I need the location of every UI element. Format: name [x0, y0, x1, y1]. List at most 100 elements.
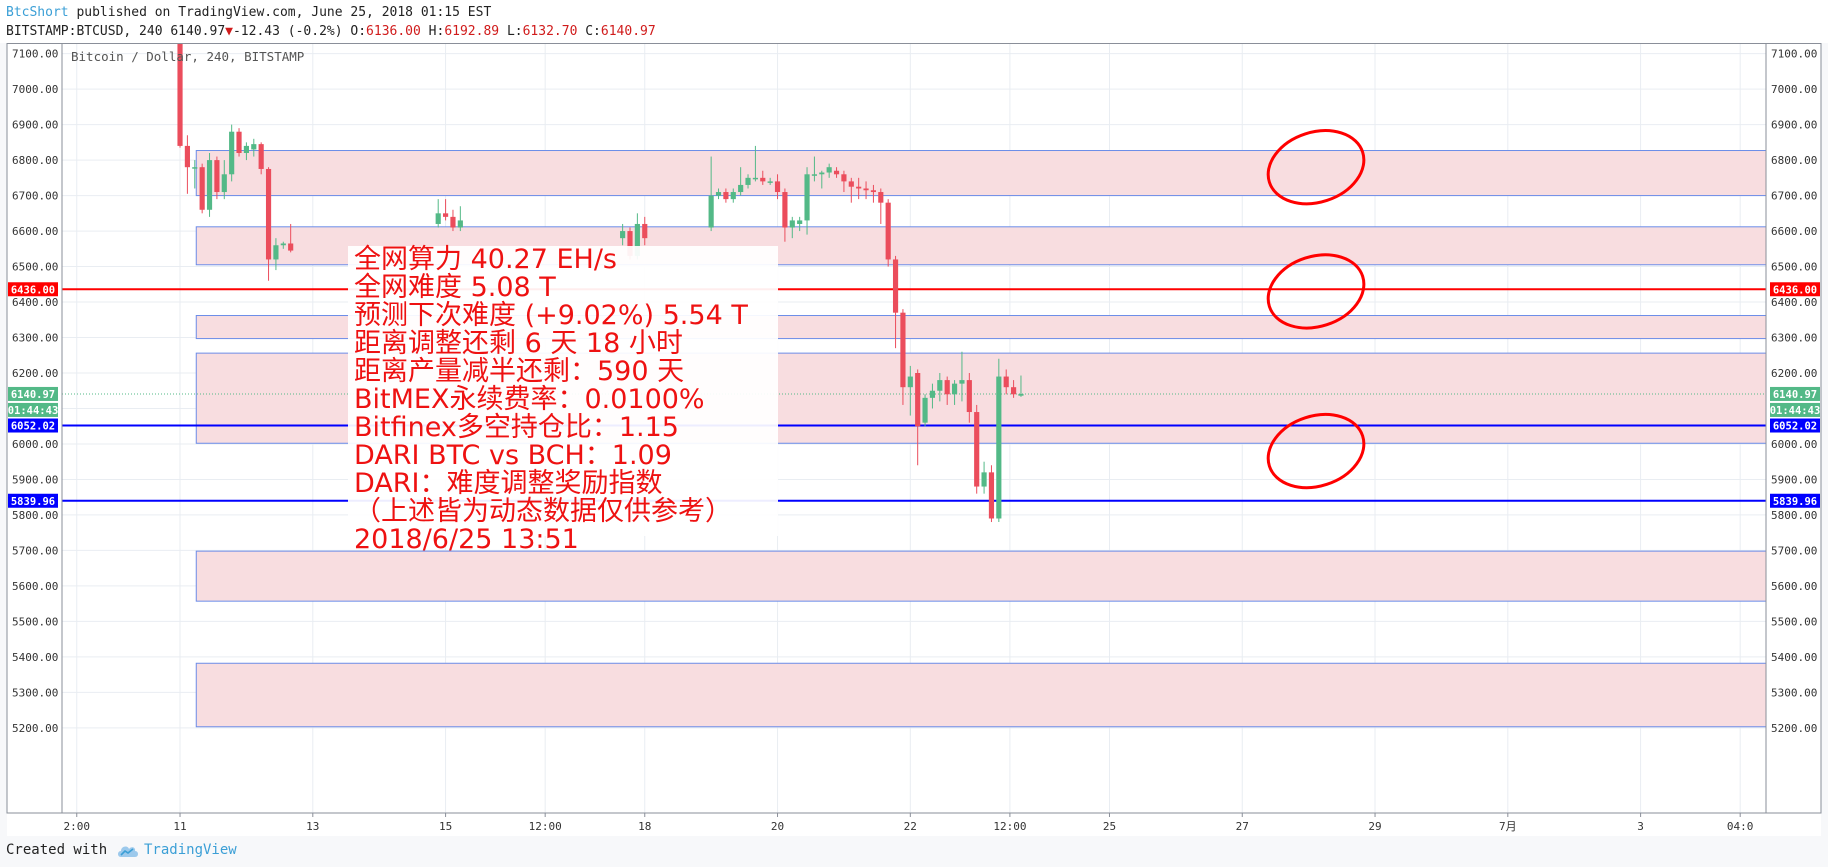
- annotation-line: DARI：难度调整奖励指数: [354, 468, 663, 499]
- annotation-line: 全网算力 40.27 EH/s: [354, 244, 617, 275]
- y-tick-label-right: 6900.00: [1771, 119, 1817, 132]
- y-tick-label-right: 6300.00: [1771, 332, 1817, 345]
- author-link[interactable]: BtcShort: [6, 5, 69, 20]
- candle-body: [206, 160, 213, 210]
- bar-timer-tag-left-bg: [8, 402, 58, 417]
- time-axis[interactable]: 2:00 11 13 15 12:00 18 20 22 12:00 25 27 29 7月 3 04:0: [64, 813, 1754, 833]
- chart-title: Bitcoin / Dollar, 240, BITSTAMP: [71, 49, 304, 64]
- candle-body: [620, 231, 626, 239]
- candle-body: [907, 376, 913, 388]
- y-tick-label-right: 6200.00: [1771, 367, 1817, 380]
- candle-body: [1011, 387, 1017, 395]
- y-tick-label-right: 6000.00: [1771, 438, 1817, 451]
- y-tick-label-left: 6500.00: [12, 261, 58, 274]
- footer: Created with TradingView: [0, 836, 1828, 867]
- symbol-text: BITSTAMP:BTCUSD, 240 6140.97: [6, 24, 226, 39]
- y-tick-label-right: 5700.00: [1771, 544, 1817, 557]
- candle-body: [251, 144, 257, 150]
- candle-body: [900, 312, 906, 388]
- high-label: H:: [420, 24, 445, 39]
- y-tick-label-left: 5700.00: [12, 544, 58, 557]
- candle-body: [199, 167, 205, 210]
- candle-body: [1003, 376, 1009, 388]
- x-tick-label: 7月: [1499, 820, 1517, 833]
- candle-body: [723, 192, 729, 200]
- bar-timer-tag-right-bg: [1770, 402, 1820, 417]
- y-tick-label-left: 6600.00: [12, 225, 58, 238]
- y-tick-label-right: 6500.00: [1771, 261, 1817, 274]
- candle-body: [177, 43, 183, 146]
- candle-body: [760, 177, 766, 182]
- candle-body: [738, 184, 744, 193]
- candle-body: [265, 168, 272, 260]
- chart-header: BtcShort published on TradingView.com, J…: [0, 0, 1828, 43]
- level-tag-right-text: 6052.02: [1773, 421, 1817, 433]
- candle-body: [745, 177, 751, 185]
- candle-body: [774, 181, 781, 193]
- y-tick-label-left: 5300.00: [12, 686, 58, 699]
- candle-body: [826, 167, 832, 173]
- x-tick-label: 12:00: [993, 820, 1026, 833]
- tradingview-brand-link[interactable]: TradingView: [144, 842, 237, 858]
- candle-body: [221, 174, 227, 193]
- annotation-line: 预测下次难度 (+9.02%) 5.54 T: [354, 300, 748, 331]
- price-chart[interactable]: 5200.00 5200.00 5300.00 5300.00 5400.00 5400.…: [0, 43, 1828, 836]
- level-tag-right-bg: [1770, 418, 1820, 433]
- candle-body: [848, 181, 854, 187]
- y-tick-label-right: 6700.00: [1771, 190, 1817, 203]
- candle-body: [730, 192, 736, 200]
- price-zone: [195, 662, 1767, 728]
- y-tick-label-right: 7100.00: [1771, 48, 1817, 61]
- y-tick-label-right: 7000.00: [1771, 83, 1817, 96]
- open-label: O:: [342, 24, 367, 39]
- y-tick-label-right: 5400.00: [1771, 651, 1817, 664]
- x-tick-label: 29: [1368, 820, 1381, 833]
- candle-body: [1018, 393, 1024, 396]
- price-axis[interactable]: 5200.00 5200.00 5300.00 5300.00 5400.00 5400.…: [12, 48, 1817, 735]
- y-tick-label-right: 6600.00: [1771, 225, 1817, 238]
- bar-timer-tag-left-text: 01:44:43: [8, 405, 59, 417]
- candle-body: [288, 243, 294, 251]
- candle-body: [258, 144, 264, 169]
- x-tick-label: 2:00: [64, 820, 91, 833]
- level-tag-right-text: 5839.96: [1773, 496, 1817, 508]
- annotation-box: 全网算力 40.27 EH/s 全网难度 5.08 T 预测下次难度 (+9.02%…: [348, 244, 778, 554]
- candle-body: [944, 380, 950, 395]
- candle-body: [627, 231, 633, 256]
- y-tick-label-left: 5800.00: [12, 509, 58, 522]
- candle-body: [959, 380, 965, 384]
- level-tag-left-text: 6436.00: [11, 284, 55, 296]
- y-tick-label-left: 6700.00: [12, 190, 58, 203]
- candle-body: [782, 192, 788, 228]
- level-tag-right-bg: [1770, 493, 1820, 508]
- annotation-line: Bitfinex多空持仓比：1.15: [354, 412, 679, 443]
- last-price-tag-right-text: 6140.97: [1773, 389, 1817, 401]
- candle-body: [981, 472, 987, 487]
- candle-body: [915, 373, 921, 427]
- y-tick-label-right: 5500.00: [1771, 615, 1817, 628]
- last-price-tag-left-text: 6140.97: [11, 389, 55, 401]
- level-tag-right-bg: [1770, 282, 1820, 297]
- annotation-line: 距离调整还剩 6 天 18 小时: [354, 328, 683, 359]
- annotation-line: 距离产量减半还剩：590 天: [354, 356, 685, 387]
- y-tick-label-right: 6800.00: [1771, 154, 1817, 167]
- x-tick-label: 04:0: [1727, 820, 1754, 833]
- publish-info: BtcShort published on TradingView.com, J…: [6, 5, 491, 20]
- candle-body: [951, 383, 958, 395]
- candle-body: [435, 213, 441, 224]
- candle-body: [192, 167, 198, 169]
- candle-body: [797, 220, 803, 224]
- candle-body: [450, 216, 456, 228]
- bar-timer-tag-right-text: 01:44:43: [1770, 405, 1821, 417]
- close-value: 6140.97: [600, 24, 656, 39]
- change-text: -12.43 (-0.2%): [232, 24, 343, 39]
- candle-body: [634, 223, 640, 256]
- candle-body: [280, 243, 286, 246]
- candle-body: [892, 259, 899, 313]
- candle-body: [443, 213, 449, 217]
- level-tag-left-text: 5839.96: [11, 496, 55, 508]
- level-tag-right-text: 6436.00: [1773, 284, 1817, 296]
- level-tag-left-bg: [8, 282, 58, 297]
- level-tag-left-bg: [8, 418, 58, 433]
- open-value: 6136.00: [366, 24, 421, 39]
